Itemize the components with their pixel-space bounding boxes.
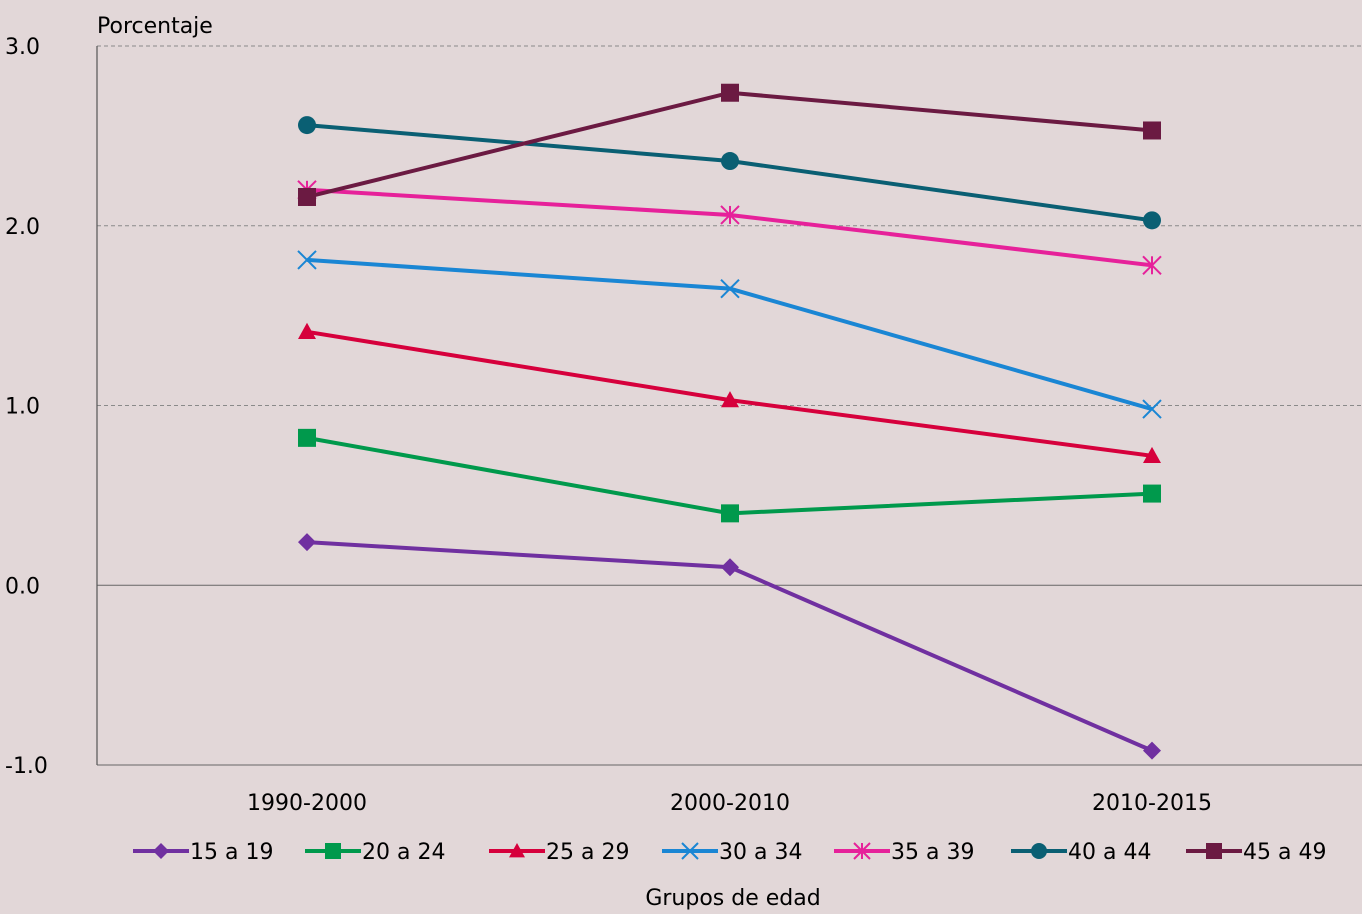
x-tick-labels: 1990-2000 2000-2010 2010-2015	[247, 791, 1212, 816]
legend-label: 45 a 49	[1243, 840, 1326, 865]
y-tick-label: -1.0	[5, 754, 48, 779]
series-35-a-39	[297, 180, 1162, 276]
x-tick-label: 2000-2010	[670, 791, 790, 816]
x-tick-label: 1990-2000	[247, 791, 367, 816]
legend-label: 40 a 44	[1068, 840, 1151, 865]
data-point	[721, 558, 739, 577]
data-point	[721, 152, 739, 171]
data-point	[325, 843, 341, 859]
data-point	[721, 391, 739, 408]
series-45-a-49	[298, 83, 1161, 206]
series-40-a-44	[298, 116, 1161, 230]
legend-label: 20 a 24	[362, 840, 445, 865]
data-point	[853, 842, 871, 860]
data-point-stroke	[1142, 399, 1162, 419]
y-axis-label: Porcentaje	[97, 14, 213, 39]
series-line	[306, 90, 1153, 199]
data-point	[509, 843, 525, 858]
data-point	[721, 83, 739, 102]
data-point	[1143, 484, 1161, 503]
legend-label: 35 a 39	[891, 840, 974, 865]
legend-item: 35 a 39	[834, 840, 974, 865]
y-tick-label: 2.0	[5, 215, 40, 240]
data-point	[721, 504, 739, 523]
data-point	[297, 250, 317, 270]
series-20-a-24	[298, 428, 1161, 523]
data-point	[1143, 741, 1161, 760]
legend-item: 20 a 24	[305, 840, 445, 865]
data-point	[1031, 843, 1047, 859]
series-15-a-19	[298, 533, 1161, 760]
series-line	[306, 257, 1153, 412]
data-point	[1143, 121, 1161, 140]
data-point	[1142, 255, 1162, 276]
data-point	[1142, 399, 1162, 419]
series-30-a-34	[297, 250, 1162, 419]
series-line	[306, 435, 1153, 516]
data-point	[1143, 211, 1161, 230]
data-point	[1206, 843, 1222, 859]
y-tick-label: 0.0	[5, 574, 40, 599]
legend: 15 a 19 20 a 24 25 a 29 30 a 34 35 a 39 40 a …	[133, 840, 1326, 865]
data-point	[720, 278, 740, 299]
y-tick-label: 3.0	[5, 35, 40, 60]
data-point	[298, 322, 316, 340]
data-point	[720, 205, 740, 225]
legend-label: 15 a 19	[190, 840, 273, 865]
data-point	[681, 842, 699, 860]
legend-label: 25 a 29	[546, 840, 629, 865]
data-point-stroke	[681, 842, 699, 860]
x-axis-label: Grupos de edad	[645, 886, 820, 911]
data-point	[153, 843, 169, 859]
series-25-a-29	[298, 322, 1161, 464]
legend-item: 15 a 19	[133, 840, 273, 865]
data-point	[298, 116, 316, 135]
y-tick-labels: -1.0 0.0 1.0 2.0 3.0	[5, 35, 48, 779]
legend-item: 40 a 44	[1011, 840, 1151, 865]
data-point	[298, 533, 316, 552]
legend-item: 25 a 29	[489, 840, 629, 865]
y-tick-label: 1.0	[5, 395, 40, 420]
legend-item: 30 a 34	[662, 840, 802, 865]
legend-label: 30 a 34	[719, 840, 802, 865]
data-point	[298, 187, 316, 206]
data-point-stroke	[297, 250, 317, 270]
data-point-stroke	[720, 278, 740, 299]
legend-item: 45 a 49	[1186, 840, 1326, 865]
x-tick-label: 2010-2015	[1092, 791, 1212, 816]
data-point	[1143, 446, 1161, 464]
series-lines	[297, 83, 1162, 760]
data-point	[298, 428, 316, 447]
